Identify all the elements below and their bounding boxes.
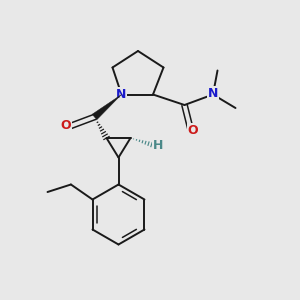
- Text: N: N: [116, 88, 127, 101]
- Text: O: O: [188, 124, 198, 137]
- Text: O: O: [61, 119, 71, 132]
- Text: N: N: [208, 86, 218, 100]
- Polygon shape: [92, 94, 122, 120]
- Text: H: H: [153, 139, 163, 152]
